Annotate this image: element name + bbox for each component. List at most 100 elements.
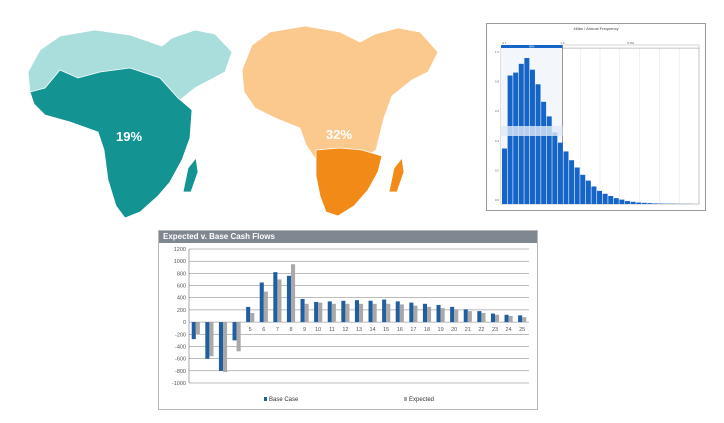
hist-bar xyxy=(552,132,558,204)
histogram-chart: 90% 4.7 1.0 5.0% 1.0 0.8 0.6 0.4 0.2 0.0 xyxy=(495,41,700,205)
cf-bar-expected xyxy=(195,322,200,335)
cf-bar-expected xyxy=(236,322,241,352)
map-right-percent: 32% xyxy=(326,127,352,142)
cf-y-tick: -400 xyxy=(175,344,186,350)
hist-bar xyxy=(608,195,614,204)
cf-y-tick: -800 xyxy=(175,369,186,375)
cf-bar-expected xyxy=(481,312,486,323)
cf-x-tick: 5 xyxy=(249,327,252,333)
hist-bar xyxy=(597,190,603,204)
cf-x-tick: 18 xyxy=(424,327,430,333)
cf-x-tick: 25 xyxy=(519,327,525,333)
cf-bar-base-case xyxy=(354,300,359,323)
cf-bar-base-case xyxy=(327,301,332,323)
cf-x-tick: 7 xyxy=(276,327,279,333)
cf-y-tick: 1200 xyxy=(174,247,186,253)
cf-bar-base-case xyxy=(450,306,455,323)
hist-bar xyxy=(546,116,552,204)
hist-bar xyxy=(591,186,597,204)
hist-top-band-right xyxy=(562,44,700,49)
cf-bar-base-case xyxy=(300,298,305,323)
cf-legend-base: Base Case xyxy=(269,397,299,403)
cf-bar-base-case xyxy=(477,311,482,323)
cf-y-tick: -1000 xyxy=(172,381,186,387)
cf-bar-expected xyxy=(291,264,296,323)
cf-bar-base-case xyxy=(395,301,400,323)
cf-bar-base-case xyxy=(286,275,291,323)
hist-bar xyxy=(513,72,519,204)
cf-x-tick: 17 xyxy=(410,327,416,333)
cf-y-tick: 1000 xyxy=(174,259,186,265)
cash-flow-title: Expected v. Base Cash Flows xyxy=(159,231,537,243)
cf-y-tick: 200 xyxy=(177,308,186,314)
cf-bar-base-case xyxy=(218,322,223,371)
hist-bar xyxy=(619,199,625,204)
cf-x-tick: 12 xyxy=(342,327,348,333)
hist-bar xyxy=(624,201,630,204)
hist-bar xyxy=(535,84,541,204)
cf-legend-expected: Expected xyxy=(409,397,434,403)
hist-y-tick: 0.2 xyxy=(495,168,500,172)
africa-map-right: 32% xyxy=(241,25,439,217)
hist-band-label: 1.0 xyxy=(560,41,565,45)
hist-bar xyxy=(541,101,547,204)
cf-bar-base-case xyxy=(382,299,387,323)
cf-bar-expected xyxy=(427,306,432,323)
histogram-panel: 46lbs / Annual Frequency 90% 4.7 1.0 5.0% 1.… xyxy=(486,23,706,211)
cf-x-tick: 19 xyxy=(438,327,444,333)
hist-y-tick: 0.0 xyxy=(495,198,500,202)
cf-x-tick: 8 xyxy=(289,327,292,333)
cf-x-tick: 13 xyxy=(356,327,362,333)
cf-bar-base-case xyxy=(246,306,251,323)
cf-bar-expected xyxy=(318,302,323,323)
cf-bar-base-case xyxy=(422,303,427,323)
hist-bar xyxy=(613,198,619,204)
hist-bar xyxy=(652,203,658,204)
cf-x-tick: 22 xyxy=(478,327,484,333)
cf-bar-expected xyxy=(359,303,364,323)
cf-bar-expected xyxy=(223,322,228,373)
cf-bar-base-case xyxy=(490,313,495,323)
cf-bar-base-case xyxy=(205,322,210,359)
cf-bar-base-case xyxy=(518,315,523,323)
hist-y-tick: 0.6 xyxy=(495,109,500,113)
cf-bar-expected xyxy=(440,308,445,323)
cash-flow-panel: Expected v. Base Cash Flows 1200 1000 800 6… xyxy=(158,230,538,410)
cf-x-tick: 24 xyxy=(506,327,512,333)
cf-bar-base-case xyxy=(409,302,414,323)
cash-flow-chart: 1200 1000 800 600 400 200 0 -200 -400 -600 -800 -10… xyxy=(172,247,529,403)
cf-bar-expected xyxy=(331,303,336,323)
cf-y-tick: -200 xyxy=(175,332,186,338)
cf-bar-expected xyxy=(386,303,391,323)
cf-bar-expected xyxy=(454,309,459,323)
hist-bar xyxy=(502,148,507,204)
cf-bar-expected xyxy=(372,303,377,323)
cf-bar-base-case xyxy=(504,314,509,323)
hist-bar xyxy=(602,193,608,204)
cf-bar-expected xyxy=(263,291,268,323)
hist-top-band xyxy=(501,45,563,48)
cf-x-tick: 14 xyxy=(370,327,376,333)
hist-bar xyxy=(529,69,535,205)
cf-x-tick: 9 xyxy=(303,327,306,333)
map-right-highlight xyxy=(315,147,383,217)
hist-bar xyxy=(585,180,591,204)
cf-bar-base-case xyxy=(191,322,196,340)
map-right-base xyxy=(241,25,439,161)
hist-y-tick: 0.4 xyxy=(495,139,500,143)
cf-bar-base-case xyxy=(314,301,319,323)
cf-bar-base-case xyxy=(259,282,264,323)
hist-y-tick: 1.0 xyxy=(495,50,500,54)
cf-y-tick: -600 xyxy=(175,357,186,363)
cf-bar-base-case xyxy=(273,272,278,323)
cf-x-tick: 21 xyxy=(465,327,471,333)
cf-x-tick: 16 xyxy=(397,327,403,333)
africa-map-left: 19% xyxy=(27,29,233,219)
cf-bar-expected xyxy=(508,316,513,323)
hist-y-tick: 0.8 xyxy=(495,80,500,84)
map-left-madagascar xyxy=(182,157,199,193)
cf-y-tick: 800 xyxy=(177,271,186,277)
hist-band-label: 4.7 xyxy=(502,41,507,45)
cf-bar-base-case xyxy=(341,300,346,323)
cf-x-tick: 11 xyxy=(329,327,335,333)
